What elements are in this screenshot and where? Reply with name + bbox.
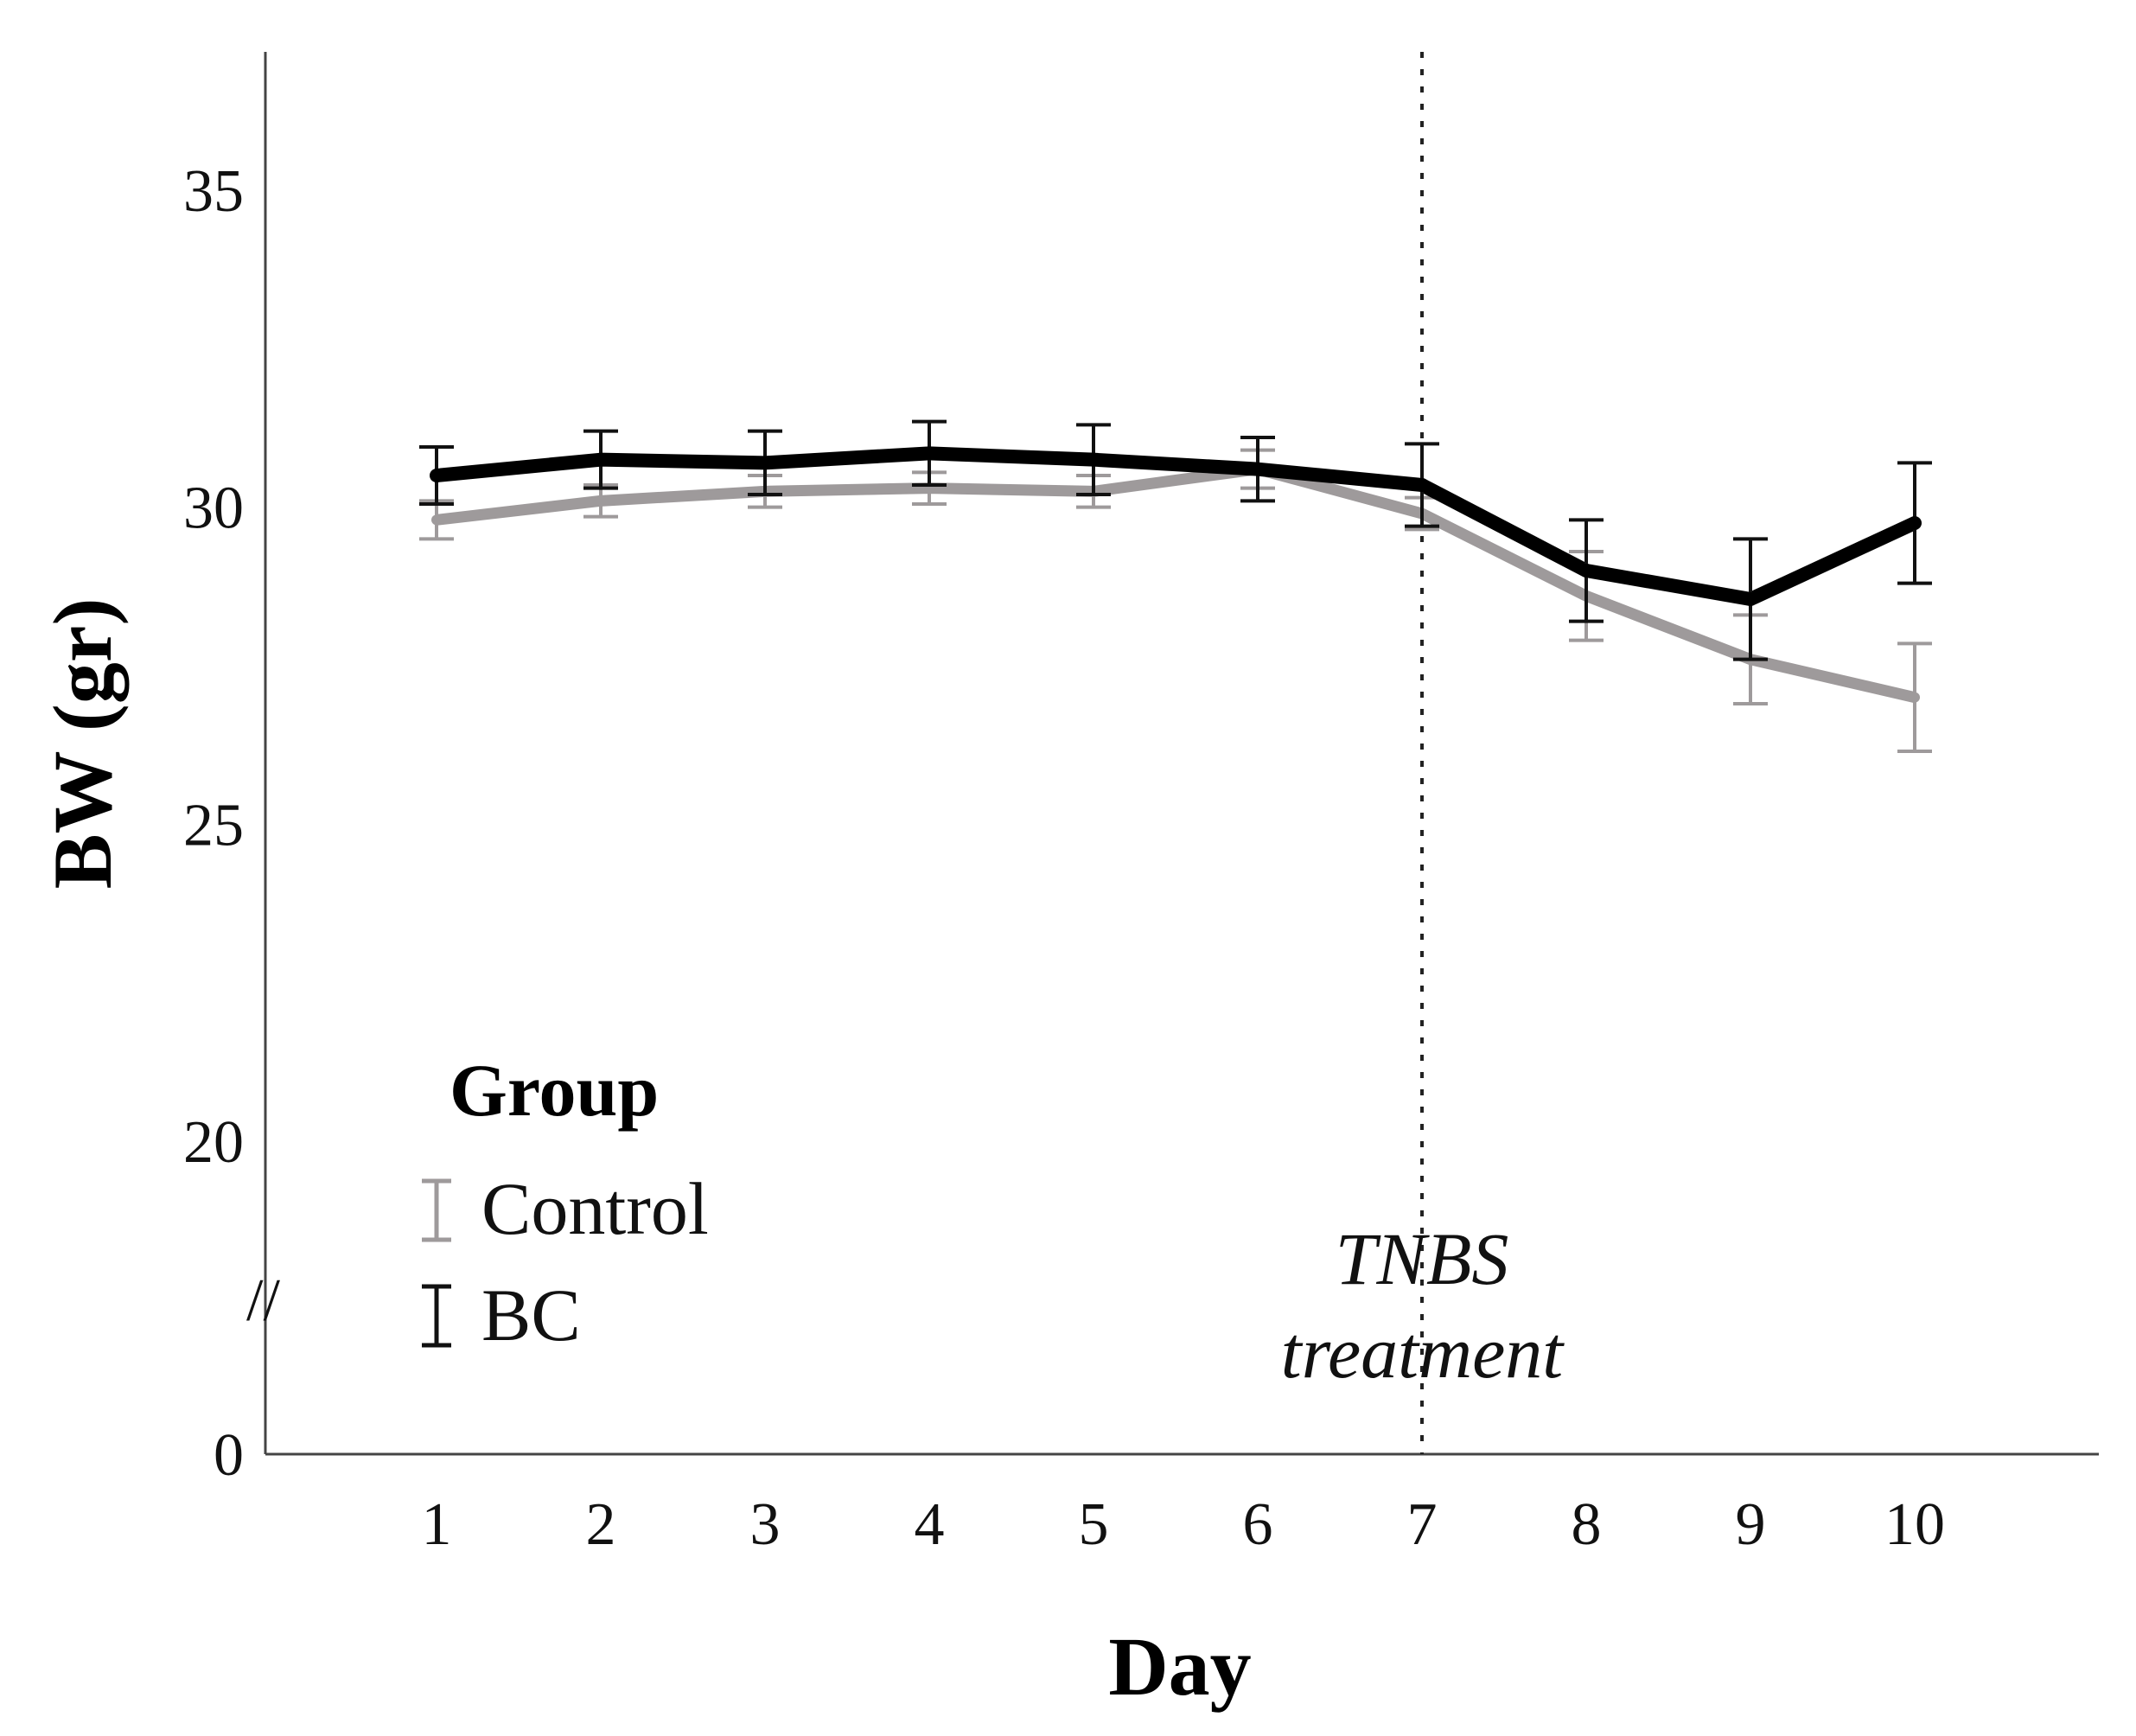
point-bc-day-3 xyxy=(758,456,772,470)
series-control xyxy=(419,448,1932,753)
y-tick-label-30: 30 xyxy=(183,475,244,542)
x-tick-label-3: 3 xyxy=(750,1491,781,1558)
x-tick-label-10: 10 xyxy=(1884,1491,1945,1558)
errorbar-bc-day-2 xyxy=(583,429,618,490)
point-control-day-2 xyxy=(596,495,606,507)
x-tick-label-1: 1 xyxy=(422,1491,452,1558)
point-bc-day-2 xyxy=(594,452,608,467)
legend-swatch-control xyxy=(422,1178,451,1242)
errorbar-bc-day-3 xyxy=(748,429,782,496)
x-axis-title: Day xyxy=(1108,1620,1251,1713)
series-bc xyxy=(419,419,1932,661)
legend-entry-bc: BC xyxy=(422,1273,581,1356)
y-tick-label-35: 35 xyxy=(183,158,244,225)
errorbar-bc-day-10 xyxy=(1897,461,1932,585)
line-bc xyxy=(436,446,1918,606)
legend-label-control: Control xyxy=(481,1167,709,1250)
point-bc-day-7 xyxy=(1415,478,1429,492)
point-control-day-1 xyxy=(431,514,442,526)
annotation-line-2: treatment xyxy=(1281,1311,1565,1394)
axis-break-mark: // xyxy=(246,1267,280,1334)
errorbar-bc-day-6 xyxy=(1240,436,1275,503)
errorbar-bc-day-9 xyxy=(1733,537,1768,661)
errorbar-bc-day-1 xyxy=(419,445,454,506)
y-tick-label-25: 25 xyxy=(183,792,244,858)
point-bc-day-10 xyxy=(1908,516,1922,530)
point-bc-day-9 xyxy=(1744,592,1757,606)
legend: Group Control BC xyxy=(422,1049,709,1356)
errorbar-bc-day-7 xyxy=(1405,442,1439,528)
legend-swatch-bc xyxy=(422,1284,451,1348)
legend-title: Group xyxy=(450,1049,659,1132)
errorbar-bc-day-4 xyxy=(912,419,947,487)
tnbs-annotation: TNBS treatment xyxy=(1281,1217,1565,1394)
point-bc-day-4 xyxy=(922,446,936,461)
series-layer xyxy=(419,419,1932,753)
point-bc-day-6 xyxy=(1251,462,1265,476)
point-bc-day-5 xyxy=(1087,452,1100,467)
y-axis-title: BW (gr) xyxy=(36,598,129,890)
y-tick-label-0: 0 xyxy=(214,1422,244,1489)
errorbar-bc-day-8 xyxy=(1569,518,1604,623)
point-bc-day-8 xyxy=(1579,564,1593,578)
errorbar-control-day-10 xyxy=(1897,641,1932,753)
legend-label-bc: BC xyxy=(481,1273,581,1356)
x-tick-label-7: 7 xyxy=(1407,1491,1438,1558)
point-bc-day-1 xyxy=(430,469,443,482)
x-tick-label-6: 6 xyxy=(1243,1491,1273,1558)
x-tick-label-4: 4 xyxy=(915,1491,945,1558)
x-tick-label-5: 5 xyxy=(1079,1491,1109,1558)
plot-area: 0 20 25 30 35 1 2 3 4 5 6 7 8 9 10 xyxy=(183,52,2099,1558)
point-control-day-10 xyxy=(1910,692,1920,703)
line-control xyxy=(436,463,1916,703)
x-tick-label-2: 2 xyxy=(586,1491,616,1558)
y-tick-label-20: 20 xyxy=(183,1109,244,1176)
annotation-line-1: TNBS xyxy=(1336,1217,1509,1300)
x-tick-label-8: 8 xyxy=(1572,1491,1602,1558)
errorbar-bc-day-5 xyxy=(1076,423,1111,496)
x-tick-label-9: 9 xyxy=(1736,1491,1766,1558)
legend-entry-control: Control xyxy=(422,1167,709,1250)
